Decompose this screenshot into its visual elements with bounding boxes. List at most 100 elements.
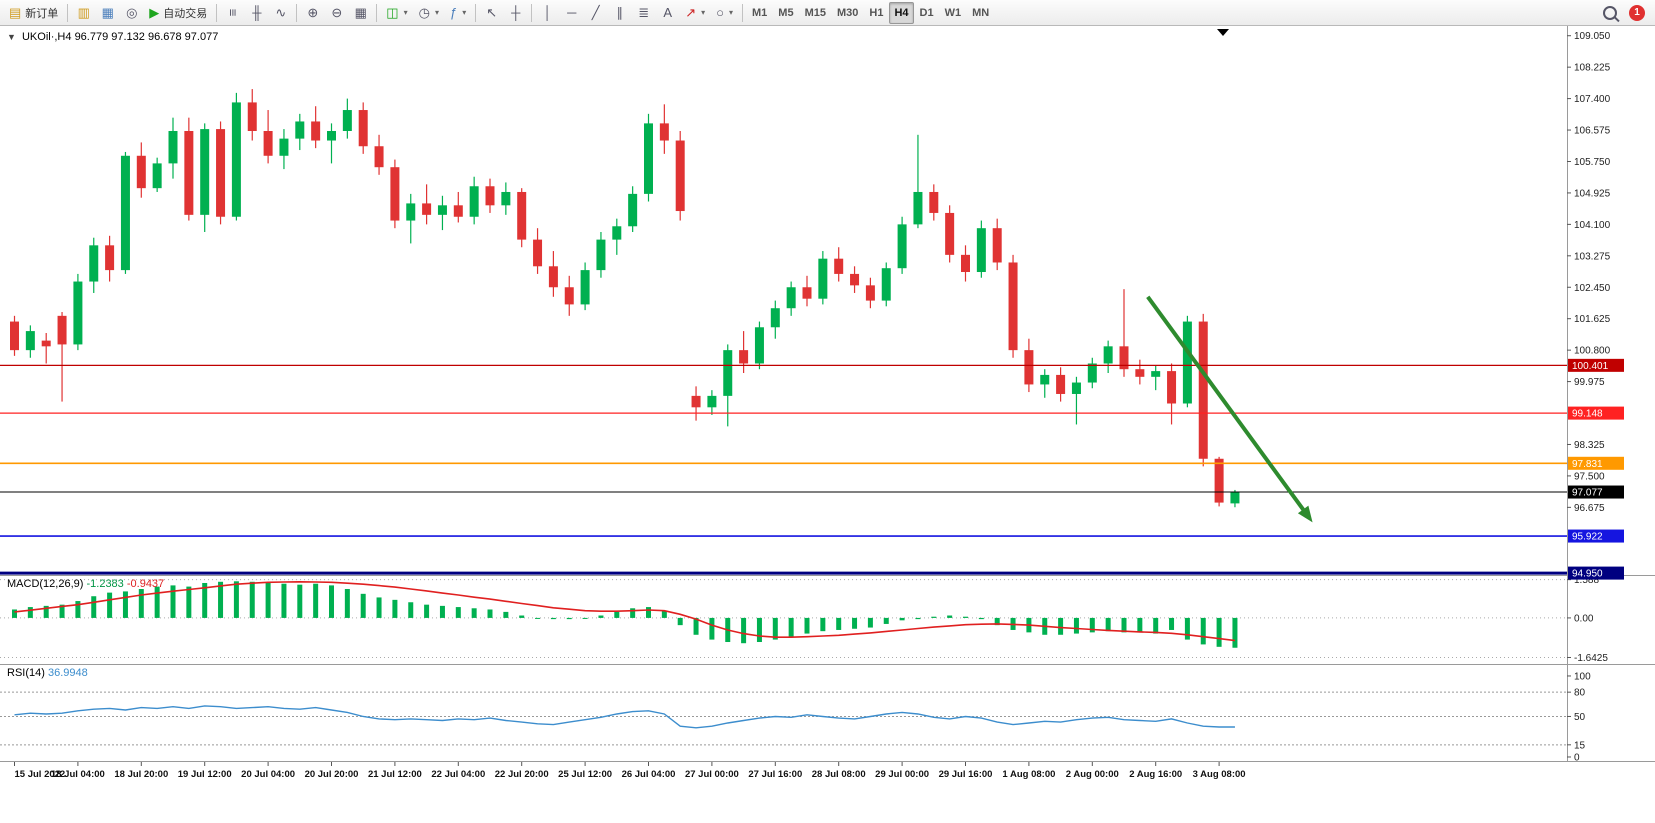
shapes-tool-button[interactable]: ○ ▾ [711,2,738,24]
timeframe-h4-button[interactable]: H4 [889,1,914,24]
macd-histogram-bar [344,589,350,618]
timeframe-m5-button[interactable]: M5 [773,2,798,24]
macd-histogram-bar [1105,617,1111,632]
macd-histogram-bar [883,617,889,624]
macd-histogram-bar [1073,617,1079,634]
macd-histogram-bar [1058,617,1064,635]
macd-histogram-bar [661,610,667,618]
tile-windows-button[interactable]: ▦ [349,2,372,24]
bars-chart-button[interactable]: ≡ [221,2,244,24]
text-tool-button[interactable]: A [656,2,679,24]
candle-body [327,130,336,141]
candle-body [818,258,828,299]
candle-body [295,121,305,139]
macd-histogram-bar [1153,617,1159,634]
arrows-tool-button[interactable]: ↗ ▾ [680,2,710,24]
candle-body [1182,321,1192,404]
channel-icon: ∥ [616,5,623,20]
time-axis[interactable] [0,762,1567,823]
macd-histogram-bar [1184,617,1190,640]
candle-body [961,254,970,273]
time-label: 20 Jul 20:00 [305,769,359,780]
timeframe-d1-button[interactable]: D1 [915,2,939,24]
candle-body [1071,382,1081,394]
candlestick-chart-button[interactable]: ╫ [245,2,268,24]
time-label: 26 Jul 04:00 [622,769,676,780]
candle-body [976,228,986,273]
data-window-button[interactable]: ▦ [96,2,119,24]
time-label: 2 Aug 16:00 [1129,769,1182,780]
chevron-down-icon: ▾ [434,8,439,17]
timeframe-mn-button[interactable]: MN [967,2,994,24]
tile-windows-icon: ▦ [354,5,367,20]
zoom-in-button[interactable]: ⊕ [301,2,324,24]
zoom-out-button[interactable]: ⊖ [325,2,348,24]
macd-histogram-bar [867,617,873,628]
timeframe-m1-button[interactable]: M1 [747,2,772,24]
trend-arrow-line[interactable] [1146,295,1310,518]
zoom-in-icon: ⊕ [307,5,319,20]
candle-body [1040,374,1050,385]
candle-body [564,287,574,305]
rsi-axis-label: 80 [1574,688,1586,699]
shapes-tool-icon: ○ [716,5,724,20]
candle-body [390,167,400,221]
macd-histogram-bar [978,617,984,620]
candle-body [1056,374,1066,394]
notification-badge[interactable]: 1 [1629,4,1645,21]
candle-body [1119,346,1129,370]
price-level-label: 100.401 [1572,361,1609,372]
candle-body [216,129,226,217]
search-icon [1603,5,1617,20]
market-watch-button[interactable]: ▥ [72,2,95,24]
new-chart-button[interactable]: ◫ ▾ [381,2,412,24]
channel-button[interactable]: ∥ [608,2,631,24]
price-axis-label: 98.325 [1574,440,1605,451]
autotrading-label: 自动交易 [163,7,208,20]
time-label: 29 Jul 00:00 [875,769,929,780]
timeframe-h1-button[interactable]: H1 [864,2,888,24]
navigator-button[interactable]: ◎ [120,2,143,24]
macd-histogram-bar [788,617,794,638]
rsi-axis-label: 100 [1574,671,1591,682]
price-level-label-box [1568,485,1624,499]
crosshair-button[interactable]: ┼ [504,2,527,24]
timeframe-w1-button[interactable]: W1 [940,2,967,24]
horizontal-line-button[interactable]: ─ [560,2,583,24]
macd-signal-line [14,580,1236,642]
price-axis-label: 109.050 [1574,31,1611,42]
candle-body [659,123,669,141]
rsi-axis-label: 0 [1574,752,1580,763]
trendline-button[interactable]: ╱ [584,2,607,24]
vertical-line-button[interactable]: │ [536,2,559,24]
macd-histogram-bar [360,593,366,618]
candle-body [1151,371,1161,377]
price-axis-label: 100.800 [1574,346,1611,357]
trend-arrow-head [1297,505,1313,523]
macd-label: MACD(12,26,9) -1.2383 -0.9437 [7,578,164,590]
time-label: 28 Jul 08:00 [812,769,866,780]
candle-body [913,191,923,225]
candle-body [897,224,907,269]
timeframe-m30-button[interactable]: M30 [832,2,863,24]
symbol-dropdown-icon[interactable]: ▼ [7,32,16,42]
fibonacci-button[interactable]: ≣ [632,2,655,24]
profiles-button[interactable]: ◷ ▾ [414,2,444,24]
candle-body [279,138,289,156]
new-order-button[interactable]: ▤ 新订单 [4,2,63,24]
price-axis[interactable] [1567,26,1655,823]
candle-body [1167,371,1177,404]
time-label: 18 Jul 20:00 [114,769,168,780]
autotrading-button[interactable]: ▶ 自动交易 [144,2,212,24]
cursor-button[interactable]: ↖ [480,2,503,24]
time-label: 3 Aug 08:00 [1193,769,1246,780]
search-button[interactable] [1598,2,1622,24]
macd-histogram-bar [1121,617,1127,633]
timeframe-m15-button[interactable]: M15 [800,2,831,24]
line-chart-button[interactable]: ∿ [269,2,292,24]
indicators-button[interactable]: ƒ ▾ [445,2,471,24]
rsi-indicator-name: RSI(14) [7,667,45,679]
candle-body [136,155,146,189]
